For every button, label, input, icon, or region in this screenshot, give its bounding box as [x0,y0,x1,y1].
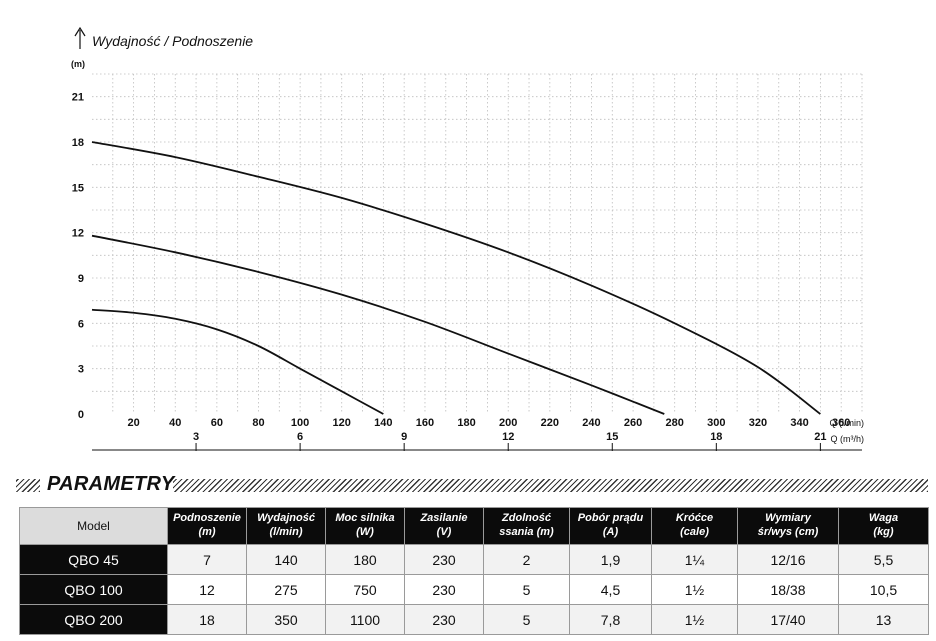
table-cell: 18 [167,604,247,635]
table-cell: 13 [838,604,929,635]
header-model: Model [19,507,168,545]
hatch-decoration-left [16,479,40,492]
x-tick-label: 100 [291,417,309,429]
series-line-qbo-200 [91,141,821,415]
table-cell: 1½ [651,604,738,635]
x-secondary-tick-label: 3 [193,431,199,443]
x-tick-label: 20 [127,417,139,429]
x-axis-unit-lmin: Q (l/min) [830,418,865,428]
header-moc-silnika: Moc silnika (W) [325,507,405,545]
header-wymiary: Wymiary śr/wys (cm) [737,507,839,545]
y-tick-label: 21 [72,92,84,104]
model-cell: QBO 45 [19,544,168,575]
x-axis-unit-m3h: Q (m³/h) [831,434,865,444]
x-tick-label: 340 [790,417,808,429]
x-tick-label: 300 [707,417,725,429]
x-tick-label: 160 [416,417,434,429]
x-tick-label: 260 [624,417,642,429]
y-tick-label: 3 [78,364,84,376]
table-header-row: Model Podnoszenie (m) Wydajność (l/min) … [19,507,929,545]
table-cell: 2 [483,544,570,575]
table-cell: 275 [246,574,326,605]
x-tick-label: 180 [457,417,475,429]
y-axis-unit: (m) [71,59,85,69]
header-pobor-pradu: Pobór prądu (A) [569,507,652,545]
y-tick-label: 15 [72,182,84,194]
table-cell: 230 [404,574,484,605]
table-cell: 180 [325,544,405,575]
x-secondary-tick-label: 12 [502,431,514,443]
x-secondary-tick-label: 9 [401,431,407,443]
y-tick-label: 12 [72,228,84,240]
header-zdolnosc-ssania: Zdolność ssania (m) [483,507,570,545]
section-title: PARAMETRY [47,473,175,495]
table-cell: 4,5 [569,574,652,605]
table-row: QBO 200 18 350 1100 230 5 7,8 1½ 17/40 1… [19,604,929,635]
table-cell: 10,5 [838,574,929,605]
series-line-qbo-45 [91,308,384,415]
x-tick-label: 240 [582,417,600,429]
x-tick-label: 40 [169,417,181,429]
table-cell: 1¼ [651,544,738,575]
parameters-section-header: PARAMETRY [16,472,928,498]
x-secondary-tick-label: 21 [814,431,826,443]
x-tick-label: 360 [832,417,850,429]
table-cell: 18/38 [737,574,839,605]
header-krocce: Króćce (cale) [651,507,738,545]
model-cell: QBO 200 [19,604,168,635]
table-cell: 230 [404,544,484,575]
x-secondary-tick-label: 15 [606,431,618,443]
y-tick-label: 18 [72,137,84,149]
table-cell: 1,9 [569,544,652,575]
x-secondary-tick-label: 6 [297,431,303,443]
y-tick-label: 6 [78,318,84,330]
table-cell: 7,8 [569,604,652,635]
y-axis-title: Wydajność / Podnoszenie [92,33,253,49]
table-cell: 750 [325,574,405,605]
table-cell: 7 [167,544,247,575]
table-cell: 12 [167,574,247,605]
model-cell: QBO 100 [19,574,168,605]
header-podnoszenie: Podnoszenie (m) [167,507,247,545]
series-line-qbo-100 [91,234,665,415]
x-tick-label: 220 [541,417,559,429]
x-tick-label: 320 [749,417,767,429]
table-cell: 230 [404,604,484,635]
table-cell: 350 [246,604,326,635]
y-tick-label: 9 [78,273,84,285]
table-cell: 5 [483,574,570,605]
up-arrow-icon [74,26,86,37]
table-cell: 12/16 [737,544,839,575]
x-tick-label: 80 [252,417,264,429]
header-waga: Waga (kg) [838,507,929,545]
table-cell: 5 [483,604,570,635]
x-secondary-tick-label: 18 [710,431,722,443]
header-wydajnosc: Wydajność (l/min) [246,507,326,545]
table-cell: 1½ [651,574,738,605]
parameters-table: Model Podnoszenie (m) Wydajność (l/min) … [19,507,929,635]
table-row: QBO 100 12 275 750 230 5 4,5 1½ 18/38 10… [19,574,929,605]
x-tick-label: 140 [374,417,392,429]
table-cell: 140 [246,544,326,575]
table-cell: 1100 [325,604,405,635]
table-cell: 5,5 [838,544,929,575]
header-zasilanie: Zasilanie (V) [404,507,484,545]
x-tick-label: 200 [499,417,517,429]
x-tick-label: 120 [333,417,351,429]
x-tick-label: 60 [211,417,223,429]
pump-performance-chart: 0 3 6 9 12 15 18 21 Wydajność / Podnoszenie (m) 20… [71,26,865,451]
x-tick-label: 280 [666,417,684,429]
y-tick-label: 0 [78,409,84,421]
table-cell: 17/40 [737,604,839,635]
hatch-decoration-right [173,479,928,492]
table-row: QBO 45 7 140 180 230 2 1,9 1¼ 12/16 5,5 [19,544,929,575]
